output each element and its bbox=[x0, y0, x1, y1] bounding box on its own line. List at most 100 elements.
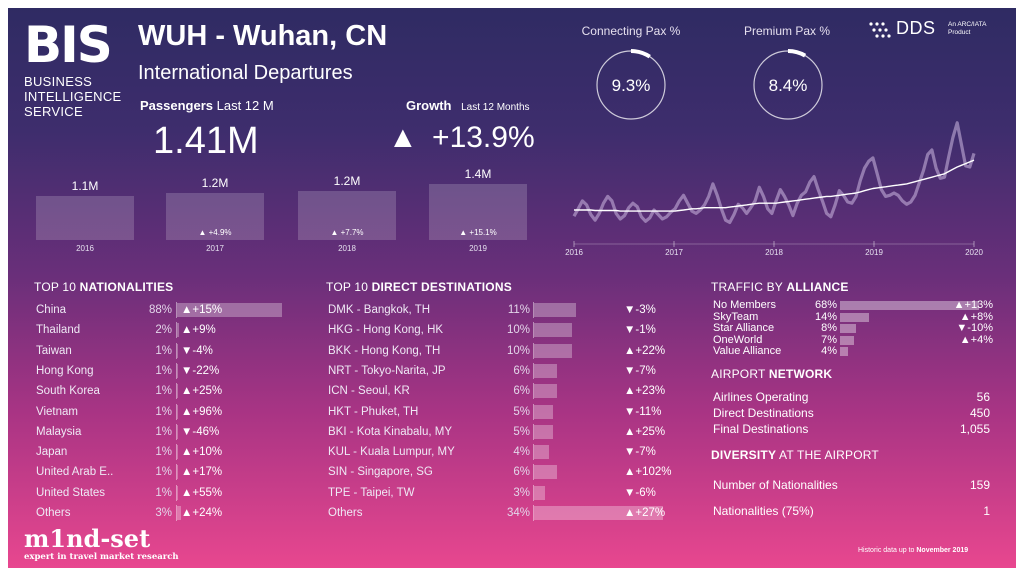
row-share-bar bbox=[177, 404, 178, 419]
row-share: 6% bbox=[513, 385, 530, 398]
alliance-row: OneWorld 7% ▲+4% bbox=[713, 333, 993, 346]
row-axis-tick bbox=[176, 505, 177, 521]
row-axis-tick bbox=[176, 484, 177, 501]
row-growth: ▼-6% bbox=[624, 486, 656, 499]
dds-tagline: An ARC/IATA Product bbox=[948, 21, 987, 36]
row-name: SIN - Singapore, SG bbox=[328, 466, 433, 479]
row-axis-tick bbox=[176, 464, 177, 481]
row-axis-tick bbox=[533, 444, 534, 461]
row-name: BKK - Hong Kong, TH bbox=[328, 344, 441, 357]
row-share-bar bbox=[534, 485, 545, 500]
alliance-growth: ▲+13% bbox=[953, 299, 993, 311]
row-share-bar bbox=[534, 303, 576, 317]
row-name: BKI - Kota Kinabalu, MY bbox=[328, 425, 453, 438]
row-name: Vietnam bbox=[36, 405, 78, 418]
row-name: ICN - Seoul, KR bbox=[328, 385, 410, 398]
row-growth: ▲+9% bbox=[181, 324, 216, 337]
row-name: South Korea bbox=[36, 385, 100, 398]
destination-row: HKG - Hong Kong, HK 10% ▼-1% bbox=[328, 322, 678, 339]
growth-up-arrow-icon: ▲ bbox=[388, 121, 418, 154]
year-growth-label: ▲ +7.7% bbox=[330, 228, 364, 237]
row-growth: ▲+25% bbox=[624, 425, 666, 438]
dds-logo: DDS bbox=[896, 18, 936, 38]
row-share: 11% bbox=[507, 304, 530, 316]
row-name: Japan bbox=[36, 446, 68, 459]
row-share-bar bbox=[177, 485, 178, 500]
year-label: 2017 bbox=[206, 244, 224, 253]
row-share: 10% bbox=[506, 344, 530, 357]
nationality-row: Vietnam 1% ▲+96% bbox=[36, 403, 306, 420]
row-share: 6% bbox=[513, 466, 530, 479]
alliance-name: No Members bbox=[713, 299, 776, 311]
destination-row: DMK - Bangkok, TH 11% ▼-3% bbox=[328, 302, 678, 318]
connecting-pax-ring bbox=[596, 49, 666, 120]
row-axis-tick bbox=[533, 362, 534, 379]
bis-logo: BIS bbox=[24, 16, 113, 74]
row-axis-tick bbox=[533, 464, 534, 481]
growth-label: Growth Last 12 Months bbox=[406, 98, 530, 113]
passengers-value: 1.41M bbox=[153, 120, 259, 162]
row-share: 4% bbox=[513, 446, 530, 459]
alliance-name: OneWorld bbox=[713, 333, 763, 346]
alliance-row: No Members 68% ▲+13% bbox=[713, 300, 993, 311]
row-axis-tick bbox=[533, 322, 534, 339]
row-name: NRT - Tokyo-Narita, JP bbox=[328, 364, 446, 377]
alliance-share: 14% bbox=[814, 310, 837, 323]
nationality-row: Taiwan 1% ▼-4% bbox=[36, 342, 306, 359]
row-name: Taiwan bbox=[36, 344, 72, 357]
row-share-bar bbox=[177, 363, 178, 378]
row-name: DMK - Bangkok, TH bbox=[328, 304, 431, 316]
row-share-bar bbox=[534, 363, 557, 378]
trend-x-tick-label: 2020 bbox=[965, 248, 983, 256]
year-label: 2019 bbox=[469, 244, 487, 253]
row-name: Thailand bbox=[36, 324, 81, 337]
row-share-bar bbox=[177, 445, 178, 460]
alliance-growth: ▼-10% bbox=[956, 322, 993, 334]
row-share-bar bbox=[177, 384, 178, 399]
row-share-bar bbox=[177, 506, 181, 520]
nationality-row: China 88% ▲+15% bbox=[36, 302, 306, 318]
growth-value: ▲ +13.9% bbox=[388, 121, 535, 154]
alliance-growth: ▲+8% bbox=[959, 310, 993, 323]
row-share: 1% bbox=[155, 446, 172, 459]
row-axis-tick bbox=[176, 423, 177, 440]
row-growth: ▼-4% bbox=[181, 344, 213, 357]
row-share: 34% bbox=[506, 507, 530, 519]
row-share-bar bbox=[534, 384, 557, 399]
trend-x-tick-label: 2016 bbox=[565, 248, 583, 256]
year-value-label: 1.1M bbox=[71, 179, 99, 193]
row-share-bar bbox=[534, 506, 663, 520]
dashboard: BIS BUSINESS INTELLIGENCE SERVICE WUH - … bbox=[8, 8, 1016, 568]
row-share-bar bbox=[177, 465, 178, 480]
year-growth-label: ▲ +4.9% bbox=[198, 228, 232, 237]
row-name: KUL - Kuala Lumpur, MY bbox=[328, 446, 455, 459]
mindset-logo: m1nd-set bbox=[24, 524, 151, 553]
network-airlines-row: Airlines Operating 56 bbox=[713, 390, 990, 404]
row-axis-tick bbox=[176, 302, 177, 318]
network-title: AIRPORT NETWORK bbox=[711, 367, 833, 381]
row-share: 3% bbox=[513, 486, 530, 499]
row-share: 1% bbox=[155, 385, 172, 398]
row-axis-tick bbox=[533, 484, 534, 501]
trend-x-tick-label: 2019 bbox=[865, 248, 883, 256]
network-final-row: Final Destinations 1,055 bbox=[713, 422, 990, 436]
year-bar-2016 bbox=[36, 196, 134, 240]
row-share: 88% bbox=[148, 304, 172, 316]
alliance-name: SkyTeam bbox=[713, 310, 759, 323]
row-growth: ▼-7% bbox=[624, 364, 656, 377]
brand-line-3: SERVICE bbox=[24, 104, 83, 119]
nationality-row: United States 1% ▲+55% bbox=[36, 484, 306, 501]
row-axis-tick bbox=[533, 302, 534, 318]
diversity-nationalities-row: Number of Nationalities 159 bbox=[713, 478, 990, 492]
alliance-growth: ▲+4% bbox=[959, 333, 993, 346]
premium-pax-value: 8.4% bbox=[768, 76, 808, 95]
alliance-title: TRAFFIC BY ALLIANCE bbox=[711, 280, 849, 294]
row-share-bar bbox=[534, 343, 572, 358]
alliance-row: Star Alliance 8% ▼-10% bbox=[713, 323, 993, 334]
row-share: 1% bbox=[155, 344, 172, 357]
year-value-label: 1.2M bbox=[333, 174, 361, 188]
destinations-title: TOP 10 DIRECT DESTINATIONS bbox=[326, 280, 512, 294]
row-share-bar bbox=[534, 424, 553, 439]
alliance-share-bar bbox=[840, 324, 856, 333]
row-share-bar bbox=[177, 424, 178, 439]
